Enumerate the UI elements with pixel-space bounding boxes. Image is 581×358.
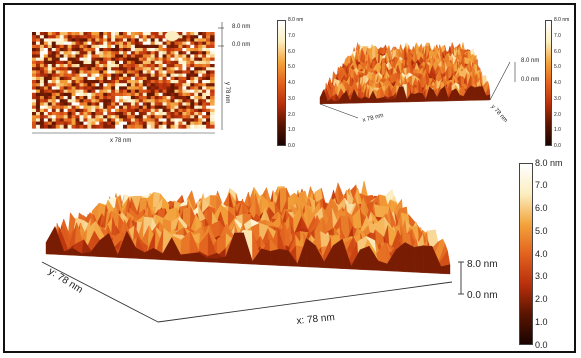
tl-z-top-label: 8.0 nm — [232, 24, 251, 30]
colorbar-tick-label: 6.0 — [554, 48, 561, 55]
colorbar-tick-label: 3.0 — [554, 95, 561, 102]
colorbar-tick-label: 1.0 — [554, 127, 561, 134]
colorbar-tick-label: 2.0 — [554, 111, 561, 118]
colorbar-tick-label: 8.0 nm — [535, 157, 563, 168]
colorbar-tick-label: 3.0 — [535, 271, 548, 282]
colorbar-tick-label: 0.0 — [288, 143, 295, 149]
colorbar-tick-label: 3.0 — [288, 95, 295, 102]
tr-z-mid-label: 0.0 nm — [521, 77, 540, 83]
colorbar-tick-label: 7.0 — [288, 32, 295, 39]
colorbar-tick-label: 1.0 — [535, 316, 548, 327]
bottom-z-bottom-label: 0.0 nm — [467, 290, 498, 301]
colorbar-tick-label: 6.0 — [535, 203, 548, 214]
colorbar-tick-label: 7.0 — [535, 180, 548, 191]
colorbar-tick-label: 2.0 — [288, 111, 295, 118]
tl-x-axis-label: x 78 nm — [110, 138, 132, 144]
bottom-z-top-label: 8.0 nm — [467, 259, 498, 270]
tr-z-top-label: 8.0 nm — [521, 58, 540, 64]
colorbar-tick-label: 8.0 nm — [554, 17, 570, 23]
colorbar-tick-label: 4.0 — [535, 248, 548, 259]
colorbar-tick-label: 5.0 — [288, 64, 295, 71]
colorbar-tick-label: 5.0 — [554, 64, 561, 71]
colorbar-tick-label: 5.0 — [535, 225, 548, 236]
tl-z-mid-label: 0.0 nm — [232, 42, 251, 48]
colorbar-tick-label: 7.0 — [554, 32, 561, 39]
colorbar-tick-label: 2.0 — [535, 294, 548, 305]
colorbar-tick-label: 1.0 — [288, 127, 295, 134]
colorbar-tick-label: 4.0 — [288, 80, 295, 86]
colorbar-tick-label: 0.0 — [535, 339, 548, 350]
colorbar-tick-label: 6.0 — [288, 48, 295, 55]
bottom-colorbar — [519, 163, 533, 345]
tr-colorbar — [545, 20, 552, 146]
colorbar-tick-label: 0.0 — [554, 143, 561, 149]
colorbar-tick-label: 8.0 nm — [288, 17, 304, 23]
colorbar-tick-label: 4.0 — [554, 80, 561, 86]
tl-colorbar — [277, 20, 286, 146]
